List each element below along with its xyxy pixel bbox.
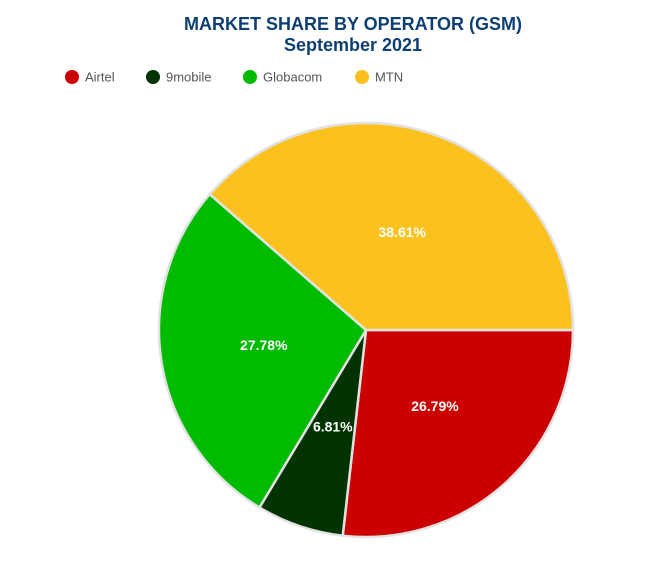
legend-label: Airtel — [85, 69, 115, 84]
legend-label: 9mobile — [166, 69, 212, 84]
slice-label: 38.61% — [378, 224, 426, 240]
legend-marker — [146, 70, 160, 84]
legend-marker — [243, 70, 257, 84]
legend-label: Globacom — [263, 69, 322, 84]
legend-marker — [355, 70, 369, 84]
chart-subtitle: September 2021 — [284, 35, 422, 55]
legend-label: MTN — [375, 69, 403, 84]
chart-title: MARKET SHARE BY OPERATOR (GSM) — [184, 14, 522, 34]
slice-label: 27.78% — [240, 337, 288, 353]
pie-slice — [341, 328, 575, 539]
pie-slice — [207, 121, 575, 332]
slice-label: 26.79% — [411, 398, 459, 414]
slice-label: 6.81% — [313, 419, 353, 435]
legend-marker — [65, 70, 79, 84]
pie-slice — [157, 192, 368, 510]
